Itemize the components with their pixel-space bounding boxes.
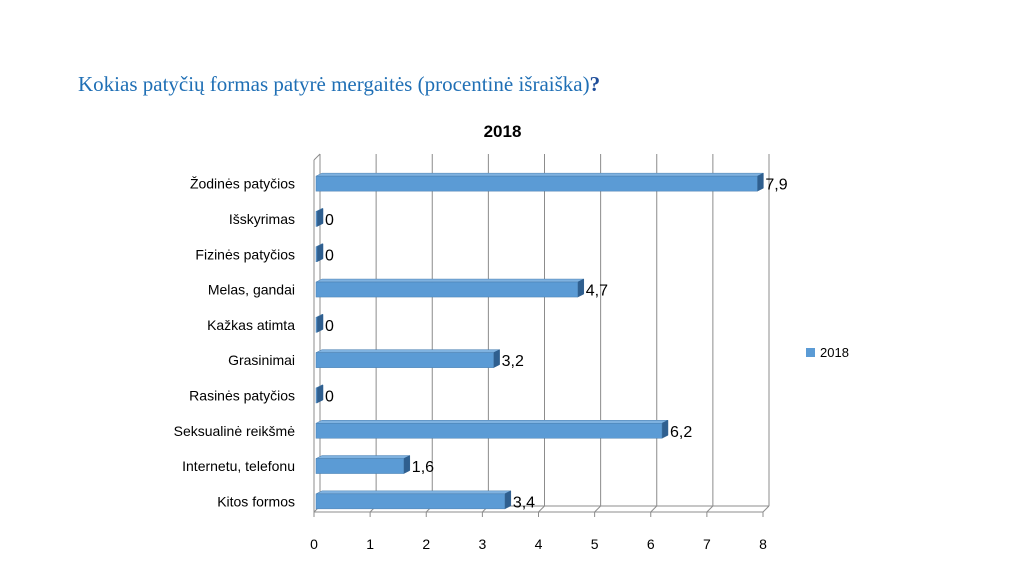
bar xyxy=(315,458,405,474)
slide-title-text: Kokias patyčių formas patyrė mergaitės (… xyxy=(78,72,590,96)
legend-label: 2018 xyxy=(820,345,849,360)
bar xyxy=(315,493,506,510)
data-label: 0 xyxy=(325,388,334,405)
bar-top xyxy=(315,455,410,459)
x-tick-label: 7 xyxy=(703,536,711,552)
bar-end xyxy=(316,243,324,263)
data-label: 4,7 xyxy=(586,283,608,300)
data-label: 1,6 xyxy=(412,459,434,476)
bar xyxy=(315,281,579,298)
slide-title-question-mark: ? xyxy=(589,72,601,96)
data-label: 7,9 xyxy=(765,177,787,194)
bar-top xyxy=(315,420,669,424)
bar-top xyxy=(315,490,511,495)
x-tick-label: 1 xyxy=(366,536,374,552)
left-wall-top xyxy=(313,153,321,161)
category-label: Rasinės patyčios xyxy=(189,387,295,403)
bar xyxy=(315,317,318,333)
x-tick-label: 4 xyxy=(535,536,543,552)
data-label: 0 xyxy=(325,212,334,229)
data-label: 3,2 xyxy=(502,353,524,370)
x-tick-label: 3 xyxy=(478,536,486,552)
chart-bars xyxy=(315,172,764,510)
gridline-floor xyxy=(706,505,714,513)
bar xyxy=(315,246,318,262)
category-label: Grasinimai xyxy=(228,352,295,368)
category-label: Kažkas atimta xyxy=(207,317,295,333)
bar-end xyxy=(316,208,324,227)
category-label: Internetu, telefonu xyxy=(182,458,295,474)
category-label: Fizinės patyčios xyxy=(195,246,295,262)
x-tick-label: 6 xyxy=(647,536,655,552)
data-label: 6,2 xyxy=(670,424,692,441)
gridline-floor xyxy=(538,505,545,513)
bar-end xyxy=(661,419,669,439)
category-label: Melas, gandai xyxy=(208,282,295,298)
legend-swatch xyxy=(806,348,815,357)
x-tick-label: 0 xyxy=(310,536,318,552)
bar xyxy=(315,175,758,192)
data-label: 3,4 xyxy=(513,494,535,511)
data-label: 0 xyxy=(325,318,334,335)
bar-end xyxy=(504,490,512,510)
gridline-floor xyxy=(762,505,770,513)
chart-title: 2018 xyxy=(484,122,522,141)
category-label: Seksualinė reikšmė xyxy=(174,423,296,439)
bar-top xyxy=(315,172,764,177)
gridline-floor xyxy=(650,505,658,513)
bar xyxy=(315,211,318,227)
x-tick-label: 8 xyxy=(759,536,767,552)
bar-end xyxy=(403,455,411,474)
x-tick-label: 5 xyxy=(591,536,599,552)
bar-end xyxy=(577,278,585,298)
bar xyxy=(315,423,663,439)
chart-labels: 2018 0 1 2 3 4 5 6 7 8 Žodinės patyčios 7,9 Išskyrim… xyxy=(174,122,849,552)
bar-end xyxy=(316,384,324,404)
bar-end xyxy=(493,349,500,369)
bar xyxy=(315,352,494,368)
slide-title: Kokias patyčių formas patyrė mergaitės (… xyxy=(78,72,600,97)
category-label: Žodinės patyčios xyxy=(190,176,295,192)
category-label: Kitos formos xyxy=(217,493,295,509)
bar-top xyxy=(315,349,500,353)
x-tick-label: 2 xyxy=(422,536,430,552)
bar-end xyxy=(316,313,324,333)
bar-end xyxy=(757,172,764,192)
data-label: 0 xyxy=(325,247,334,264)
bar xyxy=(315,387,318,404)
category-label: Išskyrimas xyxy=(229,211,295,227)
gridline-floor xyxy=(594,505,601,513)
bar-top xyxy=(315,278,584,283)
